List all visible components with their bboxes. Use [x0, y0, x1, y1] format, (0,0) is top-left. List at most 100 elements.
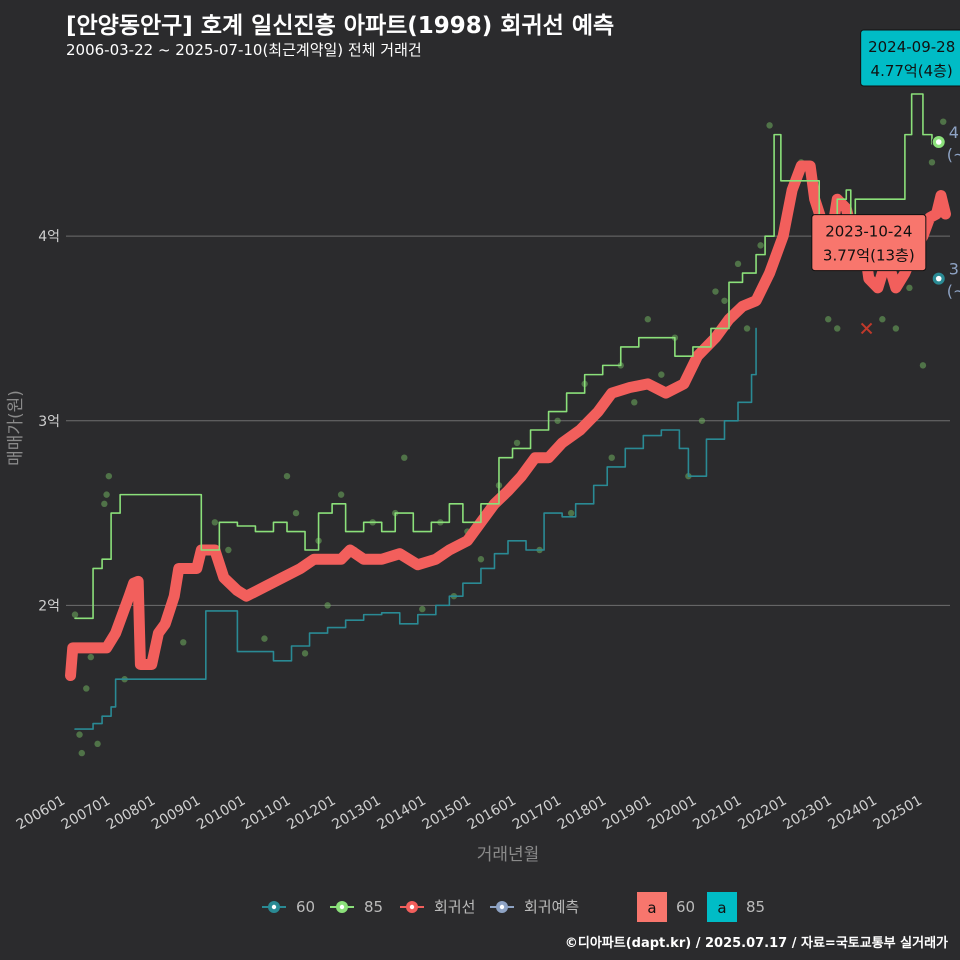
end-label-value-85: 45,067	[949, 123, 960, 142]
scatter-point	[83, 685, 90, 692]
x-tick-label: 202301	[780, 793, 834, 834]
x-tick-label: 202501	[871, 793, 925, 834]
scatter-point	[324, 602, 331, 609]
legend-box-label-85: 85	[746, 898, 765, 916]
scatter-point	[928, 159, 936, 166]
scatter-point	[419, 605, 426, 613]
x-tick-layer: 2006012007012008012009012010012011012012…	[14, 793, 925, 834]
y-tick-layer: 2억 3억 4억	[38, 229, 60, 614]
legend-key-core-60	[271, 904, 277, 910]
scatter-point	[76, 731, 83, 738]
scatter-point	[554, 417, 561, 424]
x-tick-label: 201501	[420, 793, 474, 834]
footer-credit: ©디아파트(dapt.kr) / 2025.07.17 / 자료=국토교통부 실…	[564, 936, 948, 951]
scatter-point	[644, 316, 652, 323]
x-tick-label: 201601	[465, 793, 519, 834]
series-line-60	[74, 327, 757, 730]
scatter-point	[834, 325, 841, 332]
callout-box-60	[811, 214, 927, 272]
scatter-point	[513, 439, 521, 447]
legend: 60 85 회귀선 회귀예측 a 60 a 85	[262, 892, 765, 922]
scatter-point	[631, 399, 638, 406]
legend-label-60: 60	[296, 898, 315, 916]
scatter-point	[211, 519, 219, 526]
scatter-point	[721, 297, 728, 304]
x-tick-label: 202201	[735, 793, 789, 834]
callout-date-60: 2023-10-24	[825, 223, 912, 241]
x-tick-label: 202401	[826, 793, 880, 834]
y-tick-label: 4억	[38, 229, 60, 245]
chart-title: [안양동안구] 호계 일신진흥 아파트(1998) 회귀선 예측	[66, 13, 615, 39]
scatter-point	[180, 639, 187, 646]
scatter-point	[757, 242, 764, 249]
callout-price-60: 3.77억(13층)	[823, 247, 915, 265]
legend-key-core-85	[339, 904, 345, 910]
x-tick-label: 201201	[284, 793, 338, 834]
callout-date-85: 2024-09-28	[868, 38, 955, 56]
x-axis-label: 거래년월	[477, 845, 540, 865]
x-tick-label: 201801	[555, 793, 609, 834]
series-layer	[65, 93, 951, 730]
x-tick-label: 202101	[690, 793, 744, 834]
x-tick-label: 200601	[14, 793, 68, 834]
x-tick-label: 200701	[59, 793, 113, 834]
scatter-point	[261, 635, 268, 642]
legend-box-glyph-85: a	[717, 899, 726, 917]
chart-subtitle: 2006-03-22 ~ 2025-07-10(최근계약일) 전체 거래건	[66, 41, 422, 59]
scatter-point	[401, 454, 408, 461]
scatter-point	[103, 491, 110, 498]
end-label-value-60: 37,650	[949, 260, 960, 279]
scatter-point	[743, 325, 751, 332]
scatter-point	[658, 371, 665, 378]
legend-label-pred: 회귀예측	[524, 898, 579, 916]
legend-key-core-pred	[499, 904, 505, 910]
scatter-point	[892, 325, 900, 332]
x-tick-label: 201301	[329, 793, 383, 834]
y-axis-label: 매매가(원)	[6, 390, 26, 466]
legend-box-glyph-60: a	[647, 899, 656, 917]
callout-box-85	[860, 29, 960, 87]
grid-layer	[66, 235, 950, 606]
scatter-point	[87, 653, 95, 661]
scatter-point	[567, 509, 575, 517]
scatter-point	[940, 118, 947, 125]
legend-box-85	[707, 892, 737, 922]
legend-label-85: 85	[364, 898, 383, 916]
x-tick-label: 202001	[645, 793, 699, 834]
scatter-point	[101, 500, 108, 508]
scatter-point	[698, 417, 706, 424]
scatter-point	[225, 546, 232, 554]
scatter-point	[825, 316, 832, 323]
legend-label-reg: 회귀선	[434, 898, 475, 916]
x-tick-label: 201001	[194, 793, 248, 834]
x-tick-label: 201901	[600, 793, 654, 834]
x-tick-label: 200901	[149, 793, 203, 834]
scatter-point	[71, 611, 79, 618]
x-tick-label: 201401	[375, 793, 429, 834]
scatter-point	[292, 509, 300, 517]
end-point-core-85	[935, 139, 942, 145]
scatter-point	[78, 749, 85, 757]
scatter-point	[766, 122, 773, 129]
end-label-area-85: (~85㎡)	[947, 145, 960, 164]
series-line-85	[74, 93, 940, 620]
y-tick-label: 2억	[38, 598, 60, 614]
x-tick-label: 200801	[104, 793, 158, 834]
legend-key-core-reg	[409, 904, 415, 910]
callout-price-85: 4.77억(4층)	[871, 62, 953, 80]
scatter-point	[105, 472, 113, 480]
legend-box-60	[637, 892, 667, 922]
legend-box-label-60: 60	[676, 898, 695, 916]
scatter-point	[906, 284, 913, 292]
scatter-point	[712, 288, 719, 295]
callout-layer: 2024-09-28 4.77억(4층) 2023-10-24 3.77억(13층)	[811, 29, 960, 272]
scatter-point	[734, 260, 742, 268]
scatter-point	[94, 740, 101, 748]
x-tick-label: 201101	[239, 793, 293, 834]
x-tick-label: 201701	[510, 793, 564, 834]
scatter-point	[608, 454, 615, 461]
scatter-point	[919, 362, 927, 369]
scatter-point	[337, 491, 345, 498]
y-tick-label: 3억	[38, 414, 60, 430]
